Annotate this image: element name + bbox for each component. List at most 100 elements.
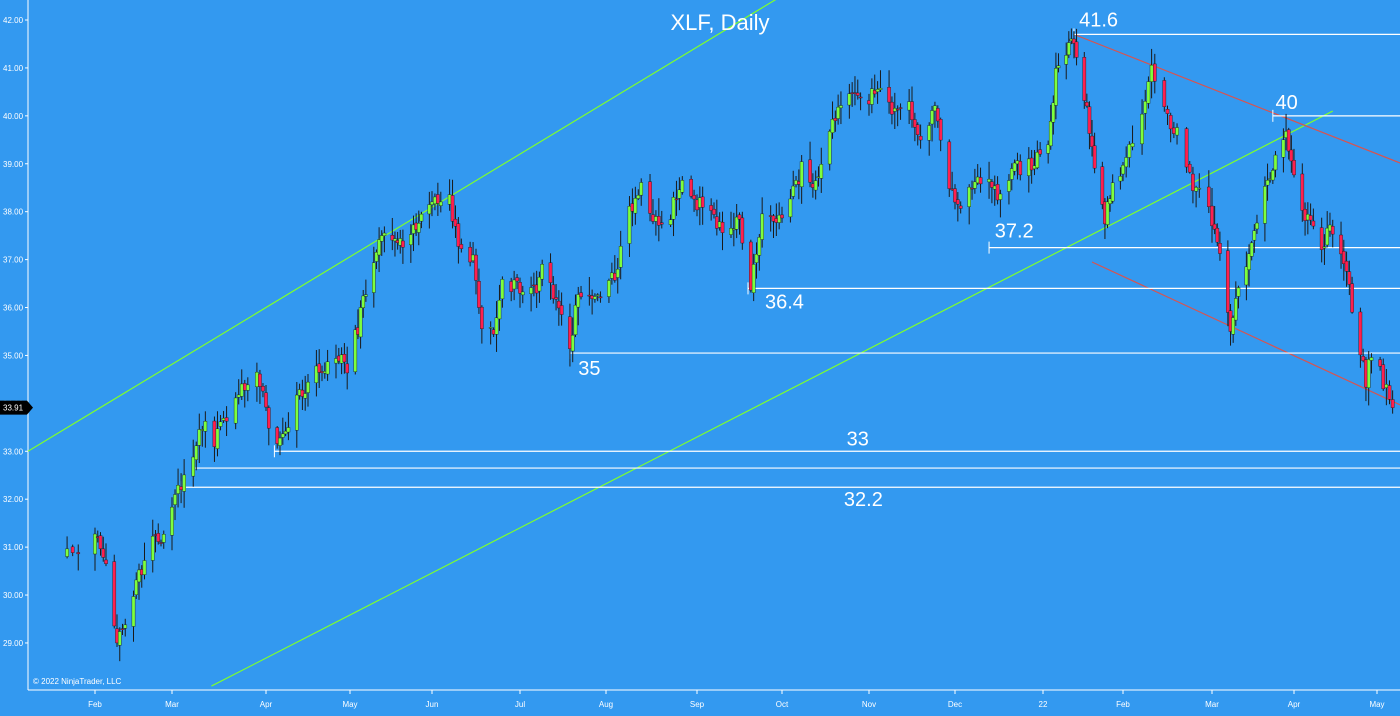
candle-up [610, 272, 614, 279]
candle-down [913, 119, 917, 128]
candle-down [709, 205, 713, 211]
candle-up [500, 279, 505, 300]
candle-up [987, 178, 991, 183]
y-tick-label: 38.00 [3, 208, 24, 217]
candle-up [618, 245, 623, 268]
candle-up [836, 106, 840, 119]
candle-up [233, 397, 238, 424]
candle-up [573, 304, 578, 335]
candle-down [1082, 57, 1087, 101]
candle-down [1378, 359, 1382, 367]
candle-down [990, 181, 994, 188]
candle-up [1149, 64, 1154, 82]
candle-down [1339, 234, 1343, 255]
candle-down [104, 559, 108, 564]
y-tick-label: 35.00 [3, 351, 24, 360]
candle-down [551, 284, 556, 299]
candle-down [515, 277, 519, 282]
candle-up [203, 421, 208, 432]
horizontal-levels [180, 28, 1400, 494]
candle-down [1218, 243, 1222, 254]
candle-up [777, 214, 781, 223]
candle-down [112, 561, 117, 627]
candle-down [1172, 127, 1176, 134]
candle-up [1118, 176, 1123, 182]
candle-down [898, 107, 903, 109]
candle-up [1236, 287, 1241, 297]
candle-up [283, 430, 288, 435]
candle-up [799, 161, 804, 188]
x-tick-label: 22 [1039, 700, 1048, 709]
candle-down [1358, 311, 1363, 356]
candle-up [875, 89, 880, 93]
candle-up [576, 294, 581, 308]
candle-up [973, 181, 977, 189]
x-tick-label: Sep [690, 700, 705, 709]
candle-up [246, 384, 250, 391]
candle-up [1322, 246, 1327, 249]
candle-up [607, 280, 611, 297]
candle-up [878, 87, 883, 90]
candle-down [275, 427, 280, 444]
candle-up [1197, 187, 1202, 190]
trendlines [27, 0, 1400, 687]
candle-down [242, 383, 247, 391]
candle-up [325, 361, 330, 375]
candle-up [303, 393, 308, 399]
candle-up [194, 445, 199, 460]
candle-down [212, 420, 217, 447]
candle-up [439, 201, 443, 206]
candle-up [314, 365, 319, 384]
candle-down [1390, 399, 1395, 408]
candle-down [858, 96, 863, 99]
candle-down [648, 181, 652, 214]
candle-up [215, 428, 220, 449]
candle-up [1105, 201, 1110, 225]
x-tick-label: Mar [165, 700, 179, 709]
candle-down [1162, 80, 1167, 107]
level-label: 37.2 [995, 221, 1034, 243]
candle-down [1085, 101, 1089, 107]
candle-up [1265, 180, 1270, 186]
candle-down [120, 628, 125, 630]
candle-up [1051, 102, 1056, 123]
candle-up [870, 88, 874, 105]
candle-up [1056, 65, 1061, 69]
candle-down [101, 548, 106, 558]
candle-down [474, 254, 478, 281]
y-tick-label: 33.00 [3, 447, 24, 456]
candle-down [1090, 135, 1094, 147]
candle-up [372, 262, 376, 293]
candle-up [427, 204, 432, 215]
candle-down [953, 188, 957, 203]
x-tick-label: Feb [1116, 700, 1130, 709]
candle-down [651, 214, 655, 222]
candle-down [887, 87, 891, 103]
level-label: 40 [1275, 92, 1297, 114]
candle-down [1168, 115, 1173, 130]
candle-up [379, 235, 384, 242]
candle-down [1212, 223, 1217, 230]
candle-up [1244, 266, 1249, 286]
candle-up [757, 237, 762, 256]
y-tick-label: 32.00 [3, 495, 24, 504]
x-tick-label: Nov [862, 700, 876, 709]
candle-up [537, 276, 542, 292]
candle-down [1292, 160, 1296, 176]
candle-down [1100, 166, 1105, 205]
candle-up [200, 429, 205, 431]
candle-up [1121, 164, 1125, 175]
candle-down [98, 535, 103, 549]
candle-up [281, 433, 285, 438]
y-tick-label: 40.00 [3, 112, 24, 121]
candle-down [737, 214, 742, 220]
candle-down [1286, 129, 1291, 152]
candle-down [179, 486, 183, 491]
candle-down [557, 300, 561, 309]
candle-down [1226, 250, 1230, 313]
candle-down [1347, 271, 1352, 285]
candle-down [598, 296, 603, 299]
candle-up [142, 560, 147, 575]
